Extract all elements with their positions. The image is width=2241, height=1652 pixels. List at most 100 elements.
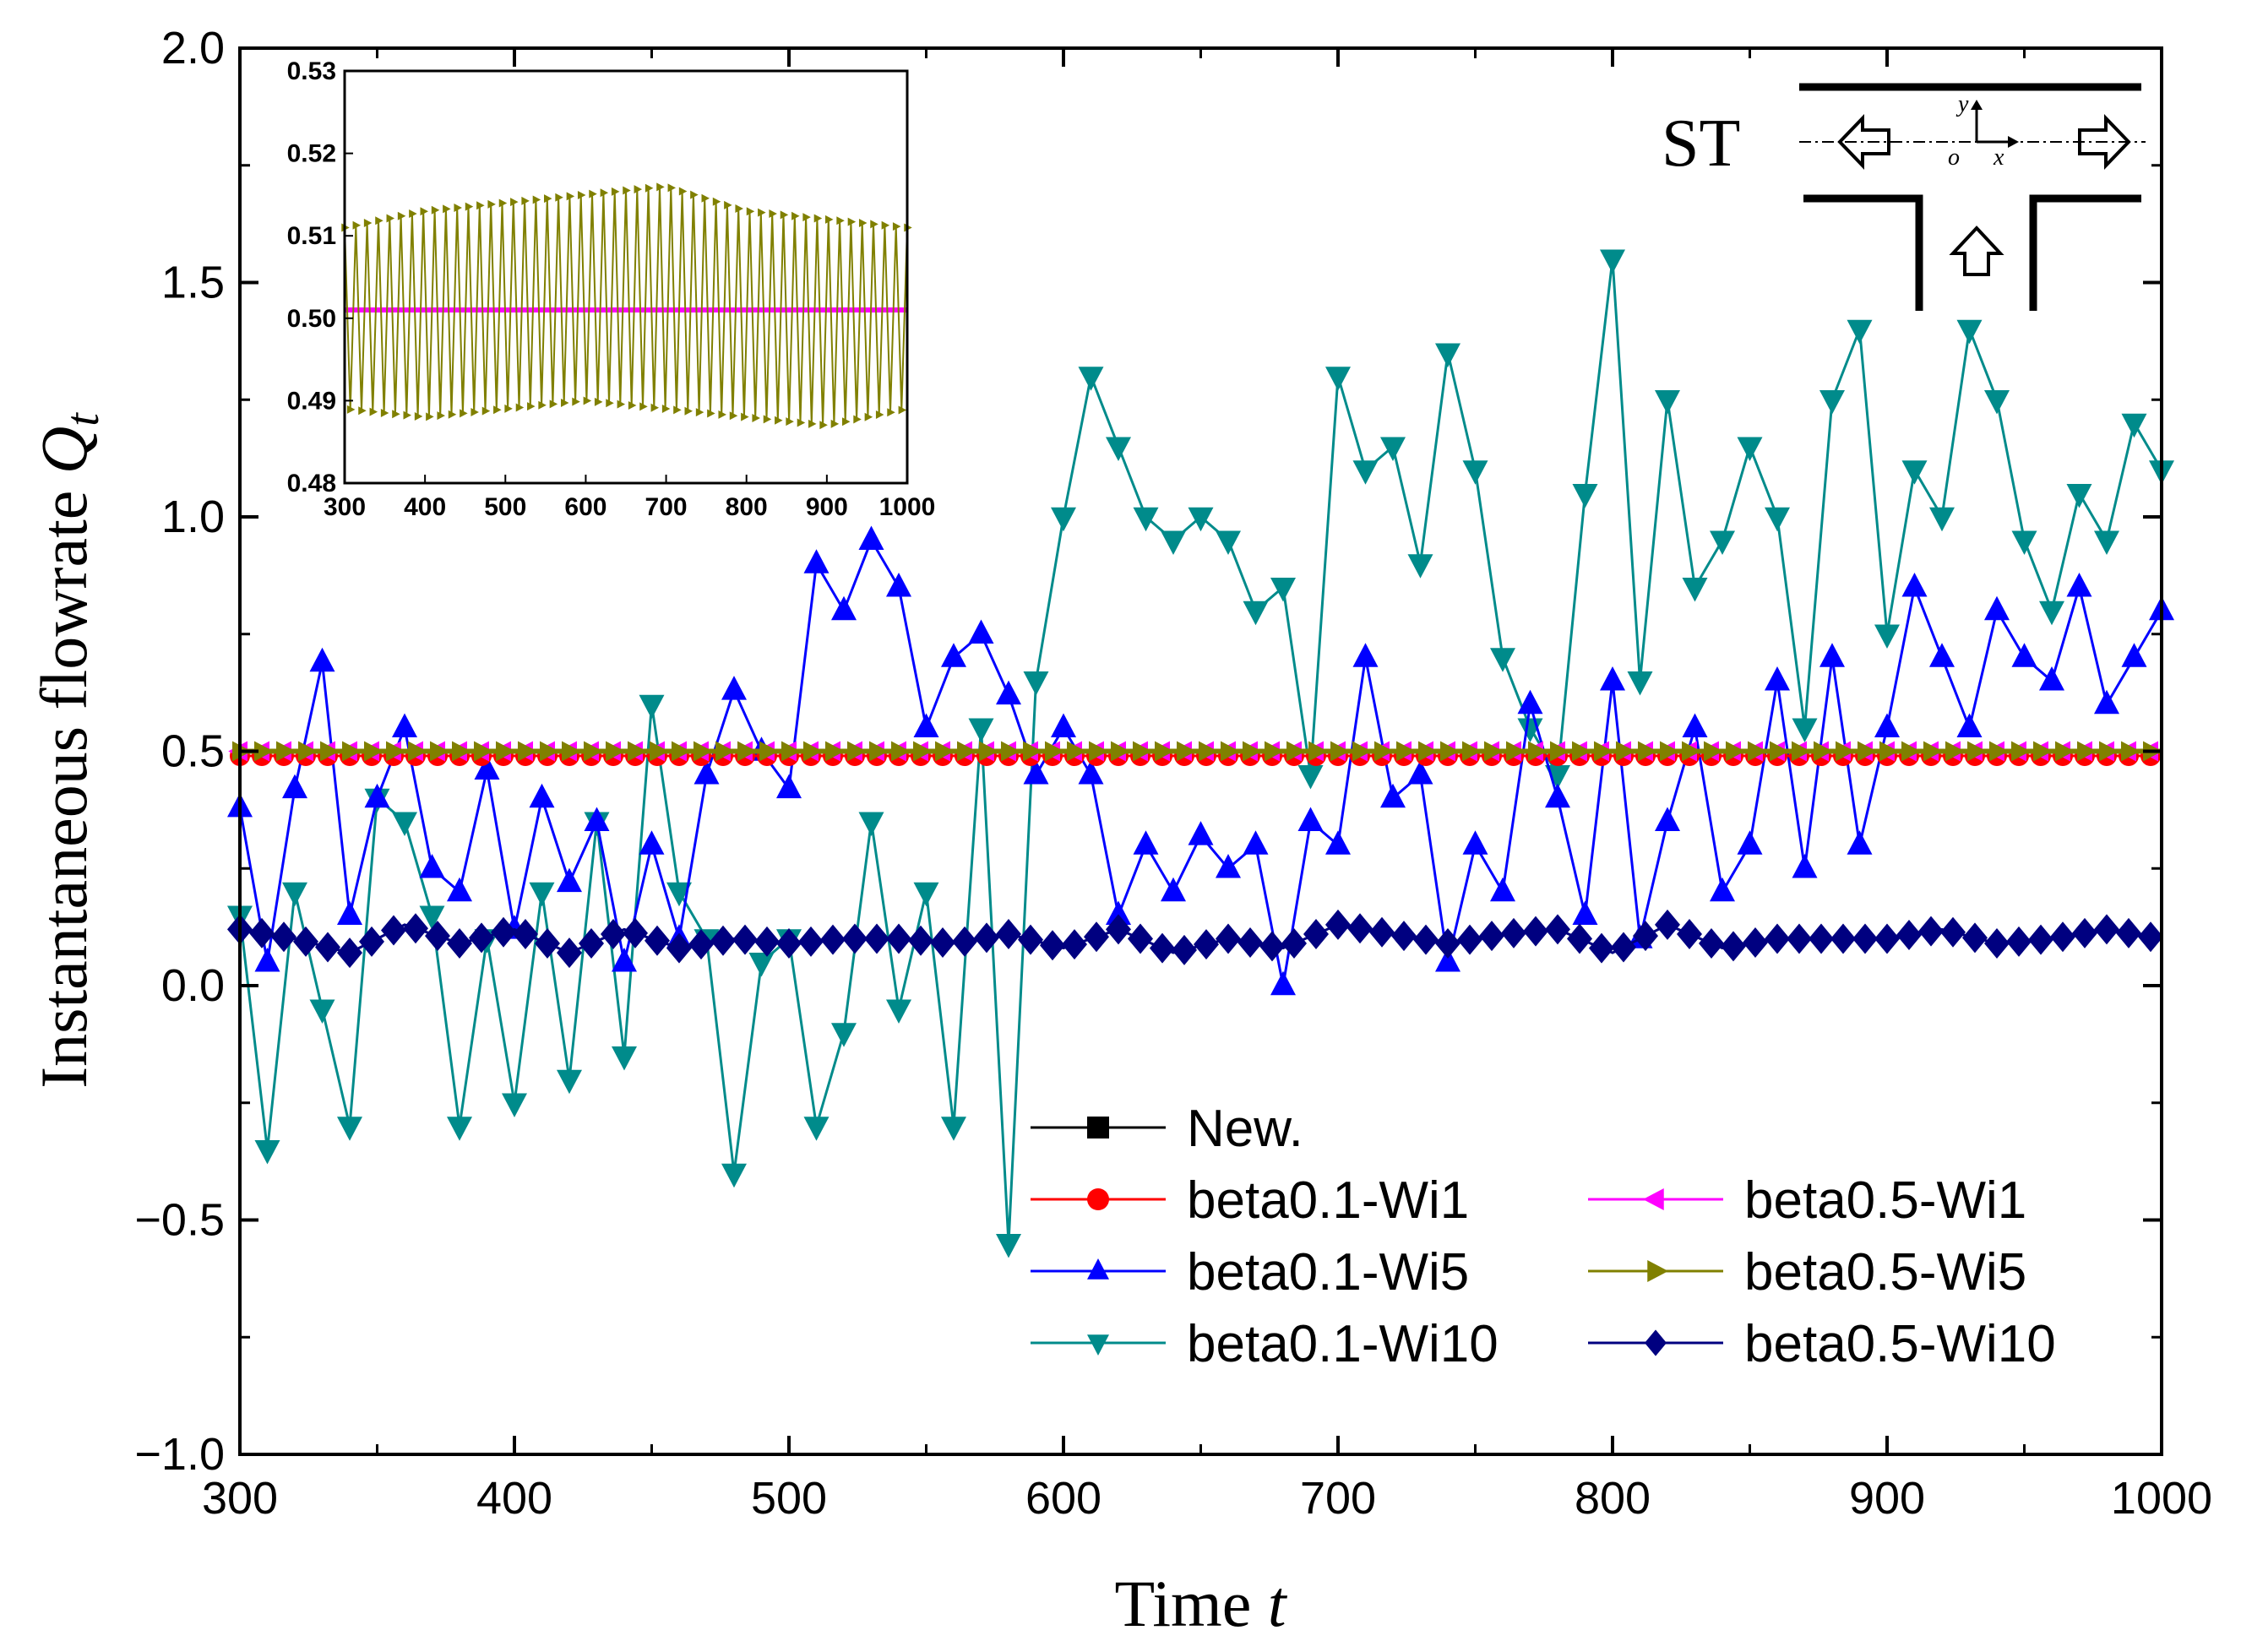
- data-point: [1078, 367, 1104, 391]
- data-point: [1172, 934, 1197, 965]
- inset-x-tick-label: 300: [324, 493, 366, 521]
- data-point: [320, 741, 340, 762]
- inset-x-axis-ticks: 300 400 500 600 700 800 900 1000: [324, 475, 935, 521]
- data-point: [1062, 929, 1087, 960]
- data-point: [309, 647, 335, 672]
- data-point: [2066, 484, 2092, 508]
- data-point: [694, 760, 720, 785]
- data-point: [820, 924, 846, 955]
- data-point: [1237, 927, 1263, 958]
- data-point: [1901, 741, 1921, 762]
- y-tick-label: 0.0: [161, 960, 225, 1011]
- data-point: [758, 208, 766, 217]
- series-beta0.1-Wi10: [227, 249, 2174, 1258]
- data-point: [710, 925, 736, 956]
- data-point: [666, 882, 692, 907]
- data-point: [1281, 928, 1307, 959]
- data-point: [1089, 741, 1108, 762]
- inset-series-line: [344, 187, 908, 426]
- data-point: [1325, 909, 1351, 940]
- data-point: [645, 925, 670, 956]
- data-point: [1188, 507, 1214, 532]
- data-point: [529, 783, 555, 808]
- left-outlet-arrow-icon: [1837, 114, 1890, 170]
- data-point: [1188, 821, 1214, 845]
- data-point: [1611, 932, 1636, 963]
- data-point: [566, 192, 575, 201]
- coordinate-x-label: x: [1993, 144, 2004, 171]
- data-point: [1161, 530, 1186, 555]
- data-point: [732, 924, 758, 955]
- data-point: [1457, 924, 1482, 955]
- data-point: [746, 207, 755, 216]
- data-point: [776, 774, 802, 799]
- data-point: [1956, 713, 1983, 737]
- data-point: [469, 922, 494, 954]
- data-point: [1852, 923, 1878, 954]
- data-point: [359, 926, 384, 957]
- data-point: [271, 921, 296, 953]
- data-point: [1528, 741, 1547, 762]
- data-point: [1418, 741, 1438, 762]
- data-point: [1352, 741, 1372, 762]
- data-point: [1330, 741, 1350, 762]
- y-tick-label: −1.0: [134, 1429, 225, 1480]
- series-beta0.1-Wi5: [227, 525, 2174, 996]
- data-point: [786, 417, 794, 427]
- data-point: [898, 405, 907, 415]
- data-point: [1589, 932, 1614, 964]
- data-point: [342, 741, 362, 762]
- data-point: [510, 198, 519, 207]
- data-point: [1929, 643, 1955, 667]
- data-point: [1106, 437, 1131, 461]
- data-point: [282, 774, 307, 799]
- legend-marker: [1087, 1117, 1109, 1138]
- data-point: [2033, 741, 2053, 762]
- data-point: [1128, 923, 1153, 954]
- data-point: [1655, 390, 1680, 415]
- inset-y-tick-label: 0.48: [287, 470, 336, 497]
- data-point: [2138, 921, 2163, 953]
- data-point: [1945, 741, 1965, 762]
- data-point: [858, 525, 884, 550]
- data-point: [460, 409, 468, 418]
- coordinate-y-arrow-icon: [1971, 100, 1983, 110]
- x-tick-label: 800: [1575, 1473, 1651, 1524]
- data-point: [802, 213, 811, 222]
- data-point: [498, 198, 508, 208]
- data-point: [1545, 914, 1570, 945]
- data-point: [1084, 921, 1109, 953]
- data-point: [557, 1069, 582, 1095]
- x-tick-label: 400: [476, 1473, 552, 1524]
- data-point: [1984, 595, 2010, 621]
- data-point: [1901, 573, 1928, 597]
- data-point: [1479, 921, 1504, 952]
- data-point: [579, 928, 604, 959]
- schematic-right-wall: [2029, 194, 2141, 311]
- data-point: [562, 741, 581, 762]
- y-axis-ticks: −1.0 −0.5 0.0 0.5 1.0 1.5 2.0: [134, 23, 2162, 1480]
- legend-marker: [1087, 1188, 1109, 1210]
- data-point: [1901, 460, 1928, 485]
- data-point: [1594, 741, 1613, 762]
- data-point: [1809, 923, 1834, 954]
- data-point: [1391, 921, 1417, 952]
- data-point: [1325, 830, 1351, 855]
- data-point: [1572, 900, 1598, 925]
- legend-entry: beta0.5-Wi1: [1588, 1171, 2026, 1230]
- y-tick-label: 2.0: [161, 23, 225, 73]
- data-point: [617, 399, 626, 409]
- data-point: [1830, 923, 1856, 954]
- data-point: [392, 410, 400, 419]
- data-point: [476, 201, 485, 210]
- data-point: [941, 1117, 966, 1141]
- data-point: [1490, 877, 1515, 902]
- data-point: [584, 807, 610, 831]
- data-point: [791, 211, 800, 220]
- data-point: [913, 741, 933, 762]
- data-point: [957, 741, 976, 762]
- data-point: [403, 913, 428, 944]
- data-point: [721, 676, 747, 700]
- data-point: [557, 937, 582, 969]
- data-point: [2072, 917, 2097, 948]
